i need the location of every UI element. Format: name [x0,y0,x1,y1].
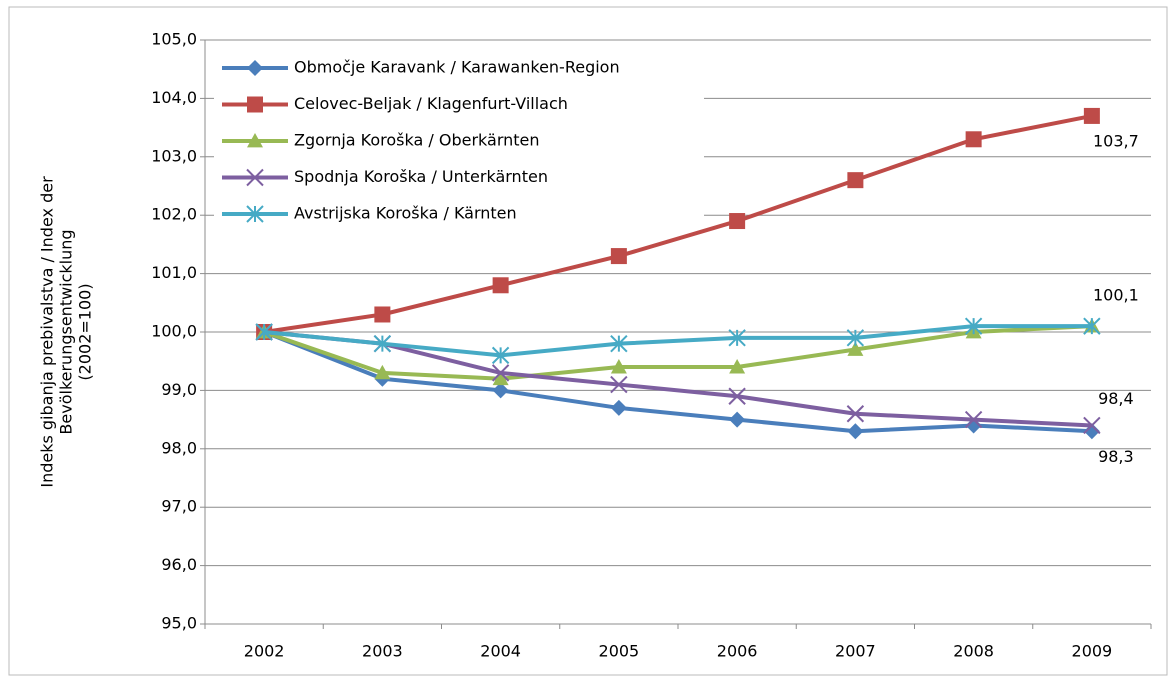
legend-label: Območje Karavank / Karawanken-Region [294,58,620,77]
y-tick-label: 102,0 [151,205,197,224]
y-tick-label: 99,0 [161,380,197,399]
y-tick-label: 96,0 [161,555,197,574]
series-line [263,324,1092,381]
marker [847,172,864,189]
data-label: 98,4 [1098,389,1134,408]
y-axis-label: Bevölkerungsentwicklung [57,229,76,434]
marker [246,205,264,223]
marker [246,168,264,187]
marker [247,60,263,76]
marker [728,329,746,347]
x-tick-label: 2004 [480,642,521,661]
marker [373,334,392,353]
y-axis-label: Indeks gibanja prebivalstva / Index der [38,176,57,488]
marker [610,399,627,416]
marker [610,375,628,394]
marker [1083,107,1100,124]
marker [729,213,746,230]
y-tick-label: 103,0 [151,146,197,165]
legend: Območje Karavank / Karawanken-Region Celo… [214,48,704,226]
marker [846,329,865,347]
marker [729,411,746,428]
marker [1083,423,1100,440]
marker [1083,317,1101,335]
legend-label: Spodnja Koroška / Unterkärnten [294,167,548,186]
y-axis-label: (2002=100) [76,283,95,380]
marker [964,410,983,429]
x-tick-label: 2007 [835,642,876,661]
marker [729,359,746,374]
marker [247,133,263,148]
series-line [263,330,1092,434]
marker [374,306,391,323]
x-tick-label: 2003 [362,642,403,661]
legend-label: Avstrijska Koroška / Kärnten [294,204,517,223]
marker [610,359,627,374]
legend-box [214,48,704,226]
y-tick-label: 100,0 [151,322,197,341]
marker [1083,416,1101,435]
marker [255,323,273,341]
marker [964,317,983,335]
y-tick-label: 101,0 [151,263,197,282]
data-label: 98,3 [1098,447,1134,466]
x-tick-label: 2005 [599,642,640,661]
y-tick-label: 95,0 [161,614,197,633]
marker [847,423,864,440]
x-tick-label: 2008 [953,642,994,661]
data-label: 100,1 [1093,286,1139,305]
marker [492,277,509,294]
y-tick-label: 98,0 [161,438,197,457]
marker [847,341,864,356]
y-tick-label: 104,0 [151,88,197,107]
x-tick-label: 2009 [1072,642,1113,661]
marker [492,382,509,399]
marker [247,96,263,113]
marker [965,131,982,148]
marker [491,346,510,365]
series-line [263,113,1093,334]
data-label: 103,7 [1093,131,1139,150]
y-tick-label: 97,0 [161,497,197,516]
legend-label: Celovec-Beljak / Klagenfurt-Villach [294,94,568,113]
marker [846,405,865,423]
legend-label: Zgornja Koroška / Oberkärnten [294,131,540,150]
marker [492,370,509,386]
marker [610,334,628,353]
marker [491,364,510,382]
series-line [263,324,1092,358]
x-tick-label: 2002 [244,642,285,661]
x-tick-label: 2006 [717,642,758,661]
marker [374,364,391,380]
y-tick-label: 105,0 [151,30,197,49]
series-line [263,330,1092,428]
marker [728,387,746,405]
marker [610,248,627,265]
